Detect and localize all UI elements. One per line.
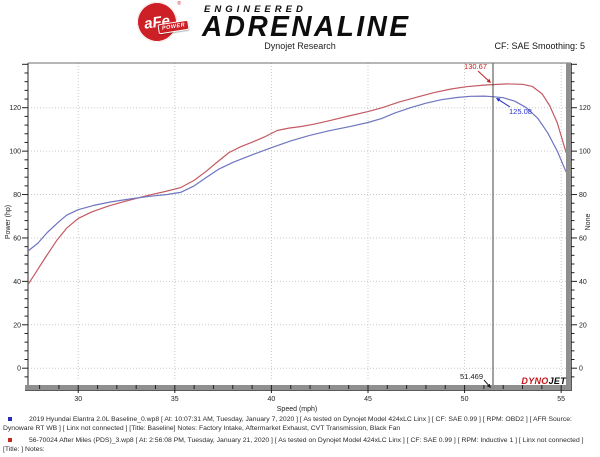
run-text: 2019 Hyundai Elantra 2.0L Baseline_0.wp8… <box>3 416 572 432</box>
run-text: 56-70024 After Miles (PDS)_3.wp8 [ At: 2… <box>3 437 584 453</box>
svg-text:55: 55 <box>557 396 565 403</box>
title-engineered: ENGINEERED <box>204 4 307 15</box>
svg-text:40: 40 <box>579 279 587 286</box>
run-entry-baseline: 2019 Hyundai Elantra 2.0L Baseline_0.wp8… <box>3 415 597 433</box>
svg-text:120: 120 <box>579 105 591 112</box>
smoothing-label: CF: SAE Smoothing: 5 <box>494 41 585 51</box>
svg-text:20: 20 <box>13 322 21 329</box>
svg-text:DYNOJET: DYNOJET <box>521 376 567 386</box>
run-descriptions: 2019 Hyundai Elantra 2.0L Baseline_0.wp8… <box>3 415 597 457</box>
svg-text:35: 35 <box>171 396 179 403</box>
svg-text:30: 30 <box>74 396 82 403</box>
svg-text:100: 100 <box>9 149 21 156</box>
svg-text:0: 0 <box>17 366 21 373</box>
title-adrenaline: ADRENALINE <box>202 10 411 43</box>
svg-text:130.67: 130.67 <box>464 62 487 71</box>
svg-text:100: 100 <box>579 149 591 156</box>
afe-power-logo: aFe ® POWER <box>134 0 195 45</box>
svg-text:45: 45 <box>364 396 372 403</box>
registered-mark: ® <box>177 1 181 7</box>
svg-text:40: 40 <box>268 396 276 403</box>
header: aFe ® POWER ENGINEERED ADRENALINE Dynoje… <box>0 0 600 58</box>
run-bullet-blue <box>8 417 12 421</box>
svg-text:120: 120 <box>9 105 21 112</box>
svg-text:0: 0 <box>579 366 583 373</box>
svg-text:50: 50 <box>461 396 469 403</box>
svg-text:Speed (mph): Speed (mph) <box>277 406 317 413</box>
svg-text:80: 80 <box>13 192 21 199</box>
svg-text:125.08: 125.08 <box>509 107 532 116</box>
run-bullet-red <box>8 438 12 442</box>
svg-text:40: 40 <box>13 279 21 286</box>
svg-text:80: 80 <box>579 192 587 199</box>
svg-text:20: 20 <box>579 322 587 329</box>
svg-text:60: 60 <box>579 235 587 242</box>
svg-text:None: None <box>585 214 592 231</box>
dynojet-research-label: Dynojet Research <box>264 41 336 51</box>
run-entry-after: 56-70024 After Miles (PDS)_3.wp8 [ At: 2… <box>3 436 597 454</box>
svg-text:51.469: 51.469 <box>460 372 483 381</box>
svg-text:Power (hp): Power (hp) <box>5 205 12 239</box>
svg-text:60: 60 <box>13 235 21 242</box>
